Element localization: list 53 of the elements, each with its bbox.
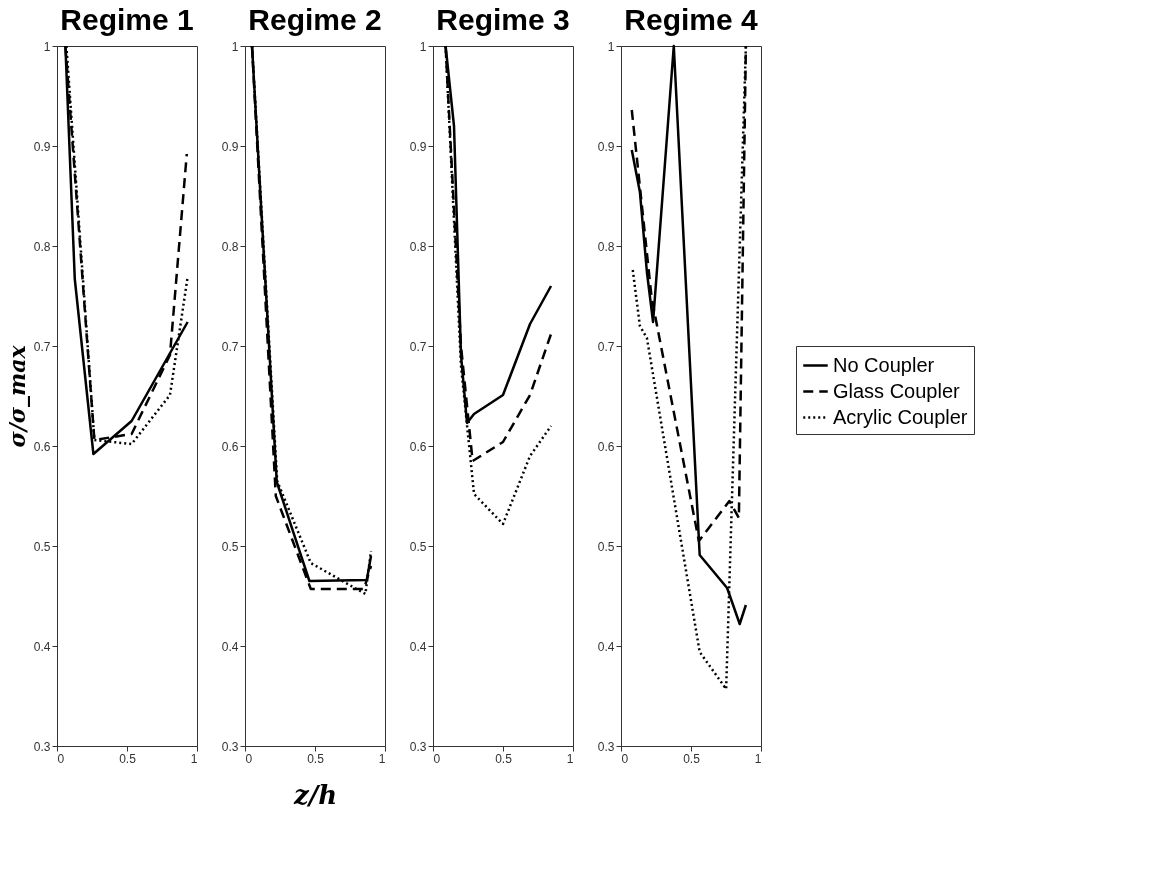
- legend-label: Acrylic Coupler: [833, 405, 968, 428]
- x-tick-label: 0.5: [307, 751, 325, 766]
- y-tick-label: 0.4: [221, 639, 239, 654]
- x-tick-label: 0: [245, 751, 253, 766]
- y-tick-label: 0.5: [409, 539, 427, 554]
- x-tick-label: 0.5: [683, 751, 701, 766]
- x-tick-label: 0.5: [119, 751, 137, 766]
- y-tick-label: 1: [419, 39, 427, 54]
- y-tick-label: 0.3: [409, 739, 427, 754]
- y-tick-label: 1: [43, 39, 51, 54]
- x-tick-label: 1: [190, 751, 198, 766]
- y-tick-label: 0.8: [597, 239, 615, 254]
- y-tick-label: 0.4: [597, 639, 615, 654]
- y-tick-label: 0.8: [33, 239, 51, 254]
- y-tick-label: 0.5: [597, 539, 615, 554]
- chart-title: Regime 1: [60, 3, 194, 36]
- chart-title: Regime 4: [624, 3, 759, 36]
- x-tick-label: 1: [754, 751, 762, 766]
- y-tick-label: 0.3: [597, 739, 615, 754]
- x-axis-title: z/h: [292, 779, 338, 810]
- x-tick-label: 0: [433, 751, 441, 766]
- y-tick-label: 0.6: [409, 439, 427, 454]
- y-tick-label: 0.9: [221, 139, 239, 154]
- y-tick-label: 0.3: [33, 739, 51, 754]
- x-tick-label: 1: [566, 751, 574, 766]
- y-tick-label: 0.9: [597, 139, 615, 154]
- y-tick-label: 1: [607, 39, 615, 54]
- y-tick-label: 0.4: [33, 639, 51, 654]
- y-tick-label: 0.3: [221, 739, 239, 754]
- x-tick-label: 0: [621, 751, 629, 766]
- chart-title: Regime 3: [436, 3, 570, 36]
- y-tick-label: 0.6: [221, 439, 239, 454]
- y-tick-label: 0.4: [409, 639, 427, 654]
- y-tick-label: 0.7: [33, 339, 51, 354]
- y-tick-label: 0.6: [597, 439, 615, 454]
- x-tick-label: 0.5: [495, 751, 513, 766]
- x-tick-label: 1: [378, 751, 386, 766]
- x-tick-label: 0: [57, 751, 65, 766]
- y-tick-label: 0.8: [221, 239, 239, 254]
- y-tick-label: 0.5: [221, 539, 239, 554]
- y-tick-label: 0.9: [33, 139, 51, 154]
- y-tick-label: 0.5: [33, 539, 51, 554]
- y-axis-title: σ/σ_max: [3, 344, 30, 448]
- y-tick-label: 0.7: [221, 339, 239, 354]
- y-tick-label: 1: [231, 39, 239, 54]
- y-tick-label: 0.9: [409, 139, 427, 154]
- y-tick-label: 0.7: [409, 339, 427, 354]
- y-tick-label: 0.6: [33, 439, 51, 454]
- y-tick-label: 0.7: [597, 339, 615, 354]
- legend-label: No Coupler: [833, 353, 935, 376]
- legend-label: Glass Coupler: [833, 379, 961, 402]
- chart-title: Regime 2: [248, 3, 382, 36]
- y-tick-label: 0.8: [409, 239, 427, 254]
